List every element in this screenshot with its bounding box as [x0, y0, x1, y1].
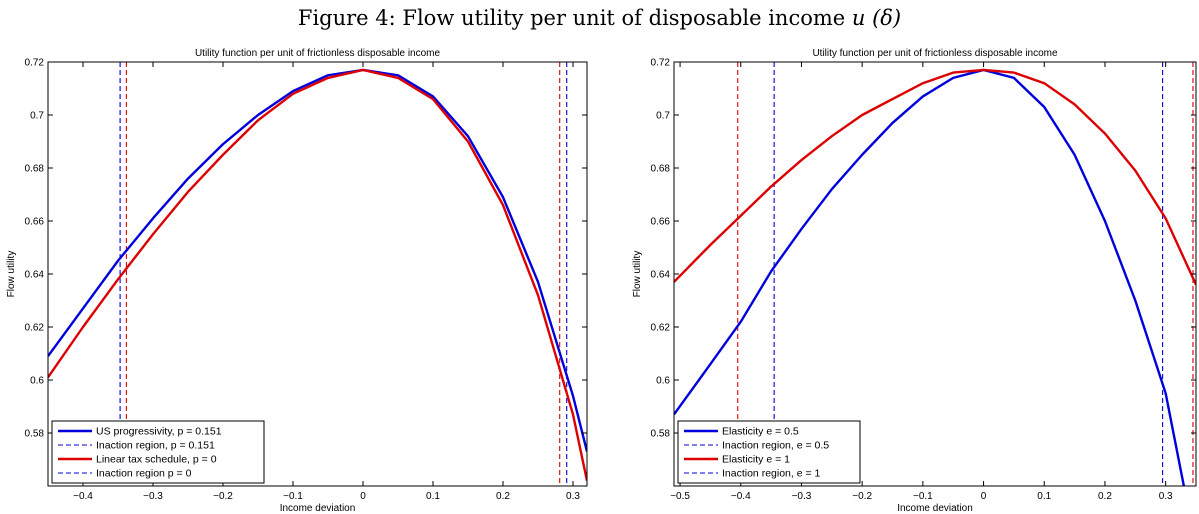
x-axis-label: Income deviation	[280, 503, 356, 514]
x-tick-label: −0.1	[283, 491, 303, 502]
x-tick-label: −0.2	[852, 491, 872, 502]
series-line-3	[48, 68, 587, 481]
x-tick-label: −0.1	[913, 491, 933, 502]
y-tick-label: 0.6	[656, 376, 670, 387]
x-tick-label: −0.2	[213, 491, 233, 502]
legend: Elasticity e = 0.5 Inaction region, e = 0…	[677, 420, 861, 484]
x-tick-label: 0.3	[1159, 491, 1173, 502]
x-tick-label: 0	[360, 491, 366, 502]
figure-title-math: u (δ)	[851, 6, 902, 30]
x-tick-label: −0.3	[792, 491, 812, 502]
legend: US progressivity, p = 0.151 Inaction regi…	[51, 420, 265, 484]
chart-title: Utility function per unit of frictionles…	[812, 48, 1058, 59]
legend-label-2: Inaction region, p = 0.151	[96, 440, 215, 452]
legend-label-4: Inaction region, e = 1	[722, 468, 821, 480]
y-tick-label: 0.7	[30, 111, 44, 122]
y-tick-label: 0.6	[30, 376, 44, 387]
x-tick-label: 0.1	[1037, 491, 1051, 502]
legend-label-2: Inaction region, e = 0.5	[722, 440, 829, 452]
x-tick-label: 0.3	[566, 491, 580, 502]
y-tick-label: 0.62	[651, 323, 671, 334]
chart-panel-2: Utility function per unit of frictionles…	[632, 48, 1197, 514]
x-tick-label: 0.1	[426, 491, 440, 502]
y-tick-label: 0.64	[25, 270, 45, 281]
x-tick-label: −0.4	[73, 491, 93, 502]
legend-label-1: US progressivity, p = 0.151	[96, 426, 222, 438]
series-line-1	[48, 68, 587, 452]
x-tick-label: 0.2	[1098, 491, 1112, 502]
y-tick-label: 0.72	[651, 58, 671, 69]
figure-title: Figure 4: Flow utility per unit of dispo…	[0, 6, 1199, 30]
x-axis-label: Income deviation	[897, 503, 973, 514]
legend-label-3: Linear tax schedule, p = 0	[96, 454, 217, 466]
chart-title: Utility function per unit of frictionles…	[195, 48, 441, 59]
x-tick-label: 0	[981, 491, 987, 502]
figure-title-text: Figure 4: Flow utility per unit of dispo…	[297, 6, 852, 30]
y-tick-label: 0.62	[25, 323, 45, 334]
legend-label-1: Elasticity e = 0.5	[722, 426, 799, 438]
y-tick-label: 0.68	[651, 164, 671, 175]
legend-label-3: Elasticity e = 1	[722, 454, 790, 466]
y-tick-label: 0.72	[25, 58, 45, 69]
chart-panel-1: Utility function per unit of frictionles…	[6, 48, 588, 514]
x-tick-label: −0.5	[670, 491, 690, 502]
legend-label-4: Inaction region p = 0	[96, 468, 192, 480]
series-line-1	[674, 68, 1186, 486]
y-tick-label: 0.66	[25, 217, 45, 228]
series-line-3	[674, 68, 1196, 286]
y-axis-label: Flow utility	[6, 251, 17, 298]
y-tick-label: 0.7	[656, 111, 670, 122]
x-tick-label: −0.4	[731, 491, 751, 502]
x-tick-label: −0.3	[143, 491, 163, 502]
plot-area	[48, 62, 587, 486]
y-axis-label: Flow utility	[632, 251, 643, 298]
y-tick-label: 0.58	[25, 429, 45, 440]
y-tick-label: 0.68	[25, 164, 45, 175]
y-tick-label: 0.58	[651, 429, 671, 440]
y-tick-label: 0.64	[651, 270, 671, 281]
y-tick-label: 0.66	[651, 217, 671, 228]
x-tick-label: 0.2	[496, 491, 510, 502]
